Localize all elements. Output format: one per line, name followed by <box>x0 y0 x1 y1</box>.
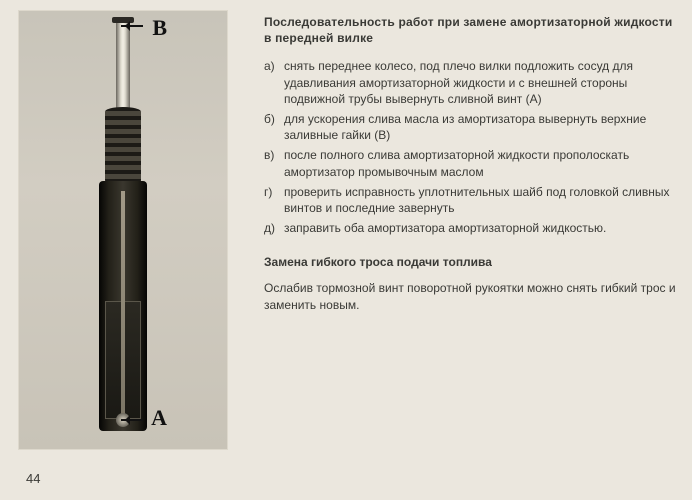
item-marker: в) <box>264 147 284 179</box>
section-heading-2: Замена гибкого троса подачи топлива <box>264 254 678 270</box>
list-item: г) проверить исправность уплотнительных … <box>264 184 678 216</box>
item-marker: г) <box>264 184 284 216</box>
item-text: снять переднее колесо, под плечо вилки п… <box>284 58 678 107</box>
section-heading-1: Последовательность работ при замене амор… <box>264 14 678 46</box>
item-marker: б) <box>264 111 284 143</box>
item-marker: а) <box>264 58 284 107</box>
arrow-to-b <box>121 25 143 27</box>
list-item: д) заправить оба амортизатора амортизато… <box>264 220 678 236</box>
item-text: после полного слива амортизаторной жидко… <box>284 147 678 179</box>
list-item: в) после полного слива амортизаторной жи… <box>264 147 678 179</box>
label-a: A <box>151 405 167 431</box>
heading-line: Последовательность работ при замене амор… <box>264 15 672 29</box>
list-item: а) снять переднее колесо, под плечо вилк… <box>264 58 678 107</box>
item-marker: д) <box>264 220 284 236</box>
label-b: B <box>152 15 167 41</box>
paragraph: Ослабив тормозной винт поворотной рукоят… <box>264 280 678 312</box>
rubber-bellows <box>105 107 141 185</box>
list-item: б) для ускорения слива масла из амортиза… <box>264 111 678 143</box>
text-column: Последовательность работ при замене амор… <box>264 10 678 490</box>
item-text: проверить исправность уплотнительных шай… <box>284 184 678 216</box>
arrow-to-a <box>121 419 143 421</box>
shock-absorber-illustration: B A <box>18 10 228 450</box>
page-number: 44 <box>26 471 40 486</box>
item-text: для ускорения слива масла из амортизатор… <box>284 111 678 143</box>
figure-column: B A <box>18 10 228 490</box>
heading-line: в передней вилке <box>264 31 373 45</box>
inner-rod <box>121 191 125 421</box>
item-text: заправить оба амортизатора амортизаторно… <box>284 220 606 236</box>
